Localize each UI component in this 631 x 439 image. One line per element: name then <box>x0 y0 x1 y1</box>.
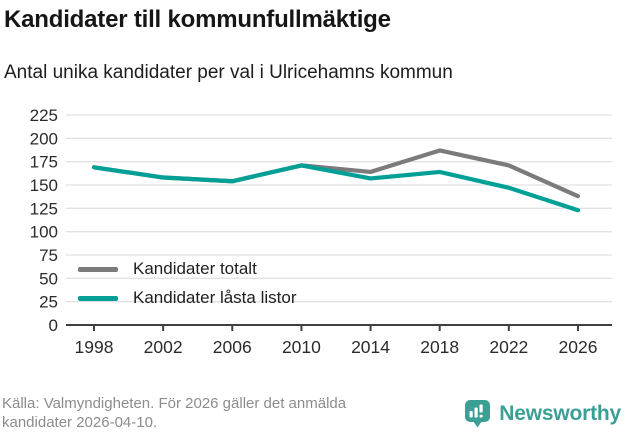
x-tick-label: 2018 <box>420 337 459 357</box>
x-tick-label: 2006 <box>213 337 252 357</box>
line-chart: 0 25 50 75 100 125 150 175 200 225 1998 2002 2006 201… <box>30 106 612 357</box>
legend-swatch-gray-line <box>78 266 118 272</box>
y-tick-label: 150 <box>30 176 58 195</box>
brand-name: Newsworthy <box>499 401 621 425</box>
legend-label-totalt: Kandidater totalt <box>133 259 257 278</box>
x-tick-label: 2022 <box>489 337 528 357</box>
chart-area: 0 25 50 75 100 125 150 175 200 225 1998 2002 2006 201… <box>0 93 631 365</box>
legend-label-lasta-listor: Kandidater låsta listor <box>133 288 297 307</box>
series-line-1 <box>91 163 581 213</box>
newsworthy-logo-icon <box>465 400 491 428</box>
chart-title: Kandidater till kommunfullmäktige <box>4 6 391 33</box>
y-tick-label: 25 <box>39 293 58 312</box>
chart-legend: Kandidater totalt Kandidater låsta listo… <box>78 259 296 308</box>
chart-footer: Källa: Valmyndigheten. För 2026 gäller d… <box>0 395 631 433</box>
y-tick-label: 50 <box>39 269 58 288</box>
legend-item-totalt: Kandidater totalt <box>78 259 296 279</box>
chart-header: Kandidater till kommunfullmäktige Antal … <box>0 0 631 84</box>
x-tick-label: 1998 <box>75 337 114 357</box>
y-tick-label: 200 <box>30 129 58 148</box>
y-tick-label: 75 <box>39 246 58 265</box>
x-tick-label: 2026 <box>559 337 598 357</box>
x-tick-label: 2002 <box>144 337 183 357</box>
source-note: Källa: Valmyndigheten. För 2026 gäller d… <box>2 395 347 431</box>
x-tick-label: 2010 <box>282 337 321 357</box>
legend-item-lasta-listor: Kandidater låsta listor <box>78 288 296 308</box>
y-tick-label: 100 <box>30 223 58 242</box>
y-tick-label: 0 <box>49 316 58 335</box>
x-tick-label: 2014 <box>351 337 390 357</box>
chart-subtitle: Antal unika kandidater per val i Ulriceh… <box>4 62 453 83</box>
legend-swatch-teal-line <box>78 295 118 301</box>
y-tick-label: 225 <box>30 106 58 125</box>
y-tick-label: 125 <box>30 199 58 218</box>
newsworthy-brand: Newsworthy <box>464 399 621 428</box>
y-tick-label: 175 <box>30 153 58 172</box>
